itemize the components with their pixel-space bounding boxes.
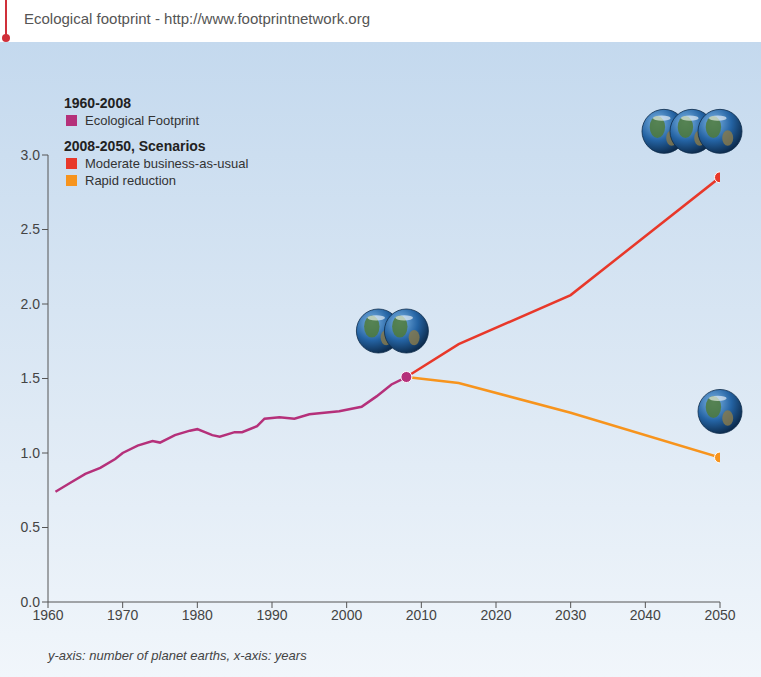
svg-text:2050: 2050 [704,607,735,623]
svg-text:2.5: 2.5 [21,221,41,237]
svg-text:1.5: 1.5 [21,370,41,386]
svg-text:1980: 1980 [182,607,213,623]
html-text:y-axis: number of planet earth: y-axis: number of planet earths, x-axis:… [48,648,307,663]
svg-text:0.0: 0.0 [21,594,41,610]
svg-text:2040: 2040 [630,607,661,623]
svg-text:2030: 2030 [555,607,586,623]
html-text:Rapid reduction: Rapid reduction [85,173,177,188]
html-text:2008-2050, Scenarios: 2008-2050, Scenarios [64,138,206,154]
svg-text:1.0: 1.0 [21,445,41,461]
svg-text:1990: 1990 [256,607,287,623]
html-text:Ecological footprint - http://: Ecological footprint - http://www.footpr… [24,10,370,27]
svg-text:2000: 2000 [331,607,362,623]
svg-text:3.0: 3.0 [21,147,41,163]
html-text:1960-2008: 1960-2008 [64,95,131,111]
svg-text:0.5: 0.5 [21,519,41,535]
html-text:Moderate business-as-usual: Moderate business-as-usual [85,156,249,171]
svg-text:2010: 2010 [406,607,437,623]
svg-text:2.0: 2.0 [21,296,41,312]
svg-text:1960: 1960 [32,606,64,623]
svg-text:2020: 2020 [480,607,511,623]
html-text:Ecological Footprint: Ecological Footprint [85,113,200,128]
svg-text:1970: 1970 [107,607,138,623]
